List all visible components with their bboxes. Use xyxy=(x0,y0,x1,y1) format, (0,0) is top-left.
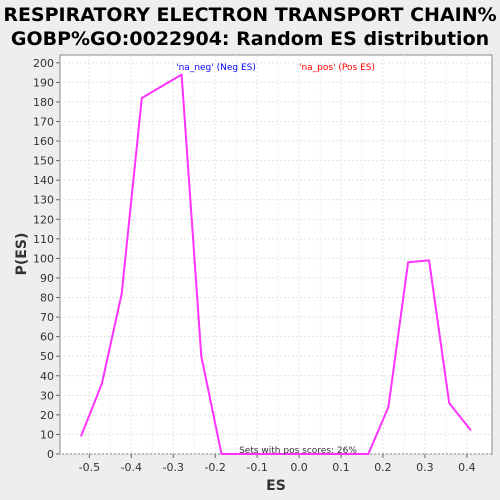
x-tick-label: -0.3 xyxy=(163,461,184,474)
x-tick-label: 0.1 xyxy=(332,461,350,474)
y-tick-label: 20 xyxy=(40,409,54,422)
y-tick-label: 70 xyxy=(40,311,54,324)
y-tick-label: 170 xyxy=(33,116,54,129)
y-tick-label: 190 xyxy=(33,76,54,89)
pos-scores-annotation: Sets with pos scores: 26% xyxy=(239,446,357,456)
y-tick-label: 120 xyxy=(33,213,54,226)
y-tick-label: 10 xyxy=(40,428,54,441)
y-tick-label: 100 xyxy=(33,252,54,265)
series-line-es-distribution xyxy=(80,73,472,455)
y-tick-label: 30 xyxy=(40,389,54,402)
y-tick-label: 160 xyxy=(33,135,54,148)
series-layer xyxy=(80,73,472,455)
x-tick-label: -0.1 xyxy=(246,461,267,474)
y-tick-label: 60 xyxy=(40,331,54,344)
y-tick-label: 200 xyxy=(33,57,54,70)
chart-title-line-2: GOBP%GO:0022904: Random ES distribution xyxy=(11,28,489,50)
y-tick-label: 40 xyxy=(40,370,54,383)
ticks-layer: -0.5 -0.4 -0.3 -0.2 -0.1 0.0 0.1 0.2 0.3 0.4 0 10 20… xyxy=(33,57,476,474)
y-tick-label: 0 xyxy=(47,448,54,461)
x-axis-label: ES xyxy=(266,478,286,494)
y-tick-label: 130 xyxy=(33,194,54,207)
x-tick-label: -0.4 xyxy=(121,461,142,474)
y-axis-label: P(ES) xyxy=(14,233,30,276)
x-tick-label: -0.5 xyxy=(79,461,100,474)
x-tick-label: 0.2 xyxy=(374,461,392,474)
legend-entry-pos: 'na_pos' (Pos ES) xyxy=(299,63,375,73)
x-tick-label: -0.2 xyxy=(204,461,225,474)
y-tick-label: 110 xyxy=(33,233,54,246)
y-tick-label: 50 xyxy=(40,350,54,363)
y-tick-label: 180 xyxy=(33,96,54,109)
x-tick-label: 0.0 xyxy=(290,461,308,474)
y-tick-label: 140 xyxy=(33,174,54,187)
y-tick-label: 80 xyxy=(40,292,54,305)
x-tick-label: 0.4 xyxy=(458,461,476,474)
chart-title-line-1: RESPIRATORY ELECTRON TRANSPORT CHAIN% xyxy=(3,4,496,26)
y-tick-label: 90 xyxy=(40,272,54,285)
y-tick-label: 150 xyxy=(33,155,54,168)
x-tick-label: 0.3 xyxy=(416,461,434,474)
legend-entry-neg: 'na_neg' (Neg ES) xyxy=(176,63,256,73)
